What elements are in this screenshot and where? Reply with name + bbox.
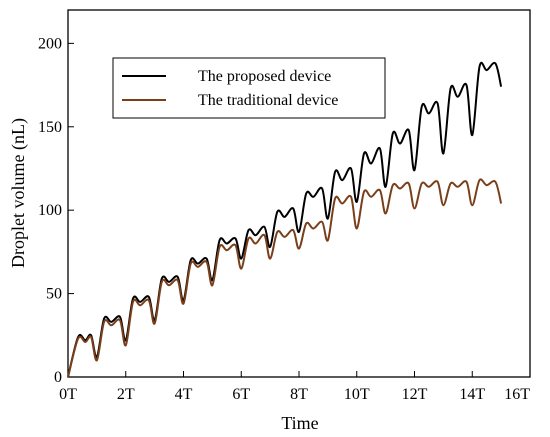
x-tick-label: 14T	[459, 386, 485, 403]
y-axis-ticks: 0 50 100 150 200	[38, 35, 74, 386]
x-tick-label: 8T	[290, 386, 308, 403]
x-tick-label: 12T	[402, 386, 428, 403]
series-layer	[67, 61, 503, 378]
x-tick-label: 16T	[504, 386, 530, 403]
series-line-1	[67, 178, 503, 378]
x-tick-label: 10T	[344, 386, 370, 403]
y-tick-label: 50	[46, 286, 62, 303]
x-tick-label: 0T	[59, 386, 77, 403]
legend-label-proposed: The proposed device	[198, 68, 331, 85]
y-tick-label: 100	[38, 202, 62, 219]
series-line-0	[67, 61, 503, 378]
y-tick-label: 200	[38, 35, 62, 52]
x-tick-label: 2T	[117, 386, 135, 403]
x-tick-label: 4T	[175, 386, 193, 403]
y-tick-label: 0	[54, 369, 62, 386]
legend-label-traditional: The traditional device	[198, 92, 338, 109]
legend-box	[112, 57, 386, 119]
legend: The proposed device The traditional devi…	[112, 57, 386, 119]
y-tick-label: 150	[38, 119, 62, 136]
x-axis-ticks: 0T 2T 4T 6T 8T 10T 12T 14T 16T	[59, 371, 531, 403]
x-axis-title: Time	[281, 413, 318, 433]
y-axis-title: Droplet volume (nL)	[8, 118, 29, 268]
x-tick-label: 6T	[232, 386, 250, 403]
